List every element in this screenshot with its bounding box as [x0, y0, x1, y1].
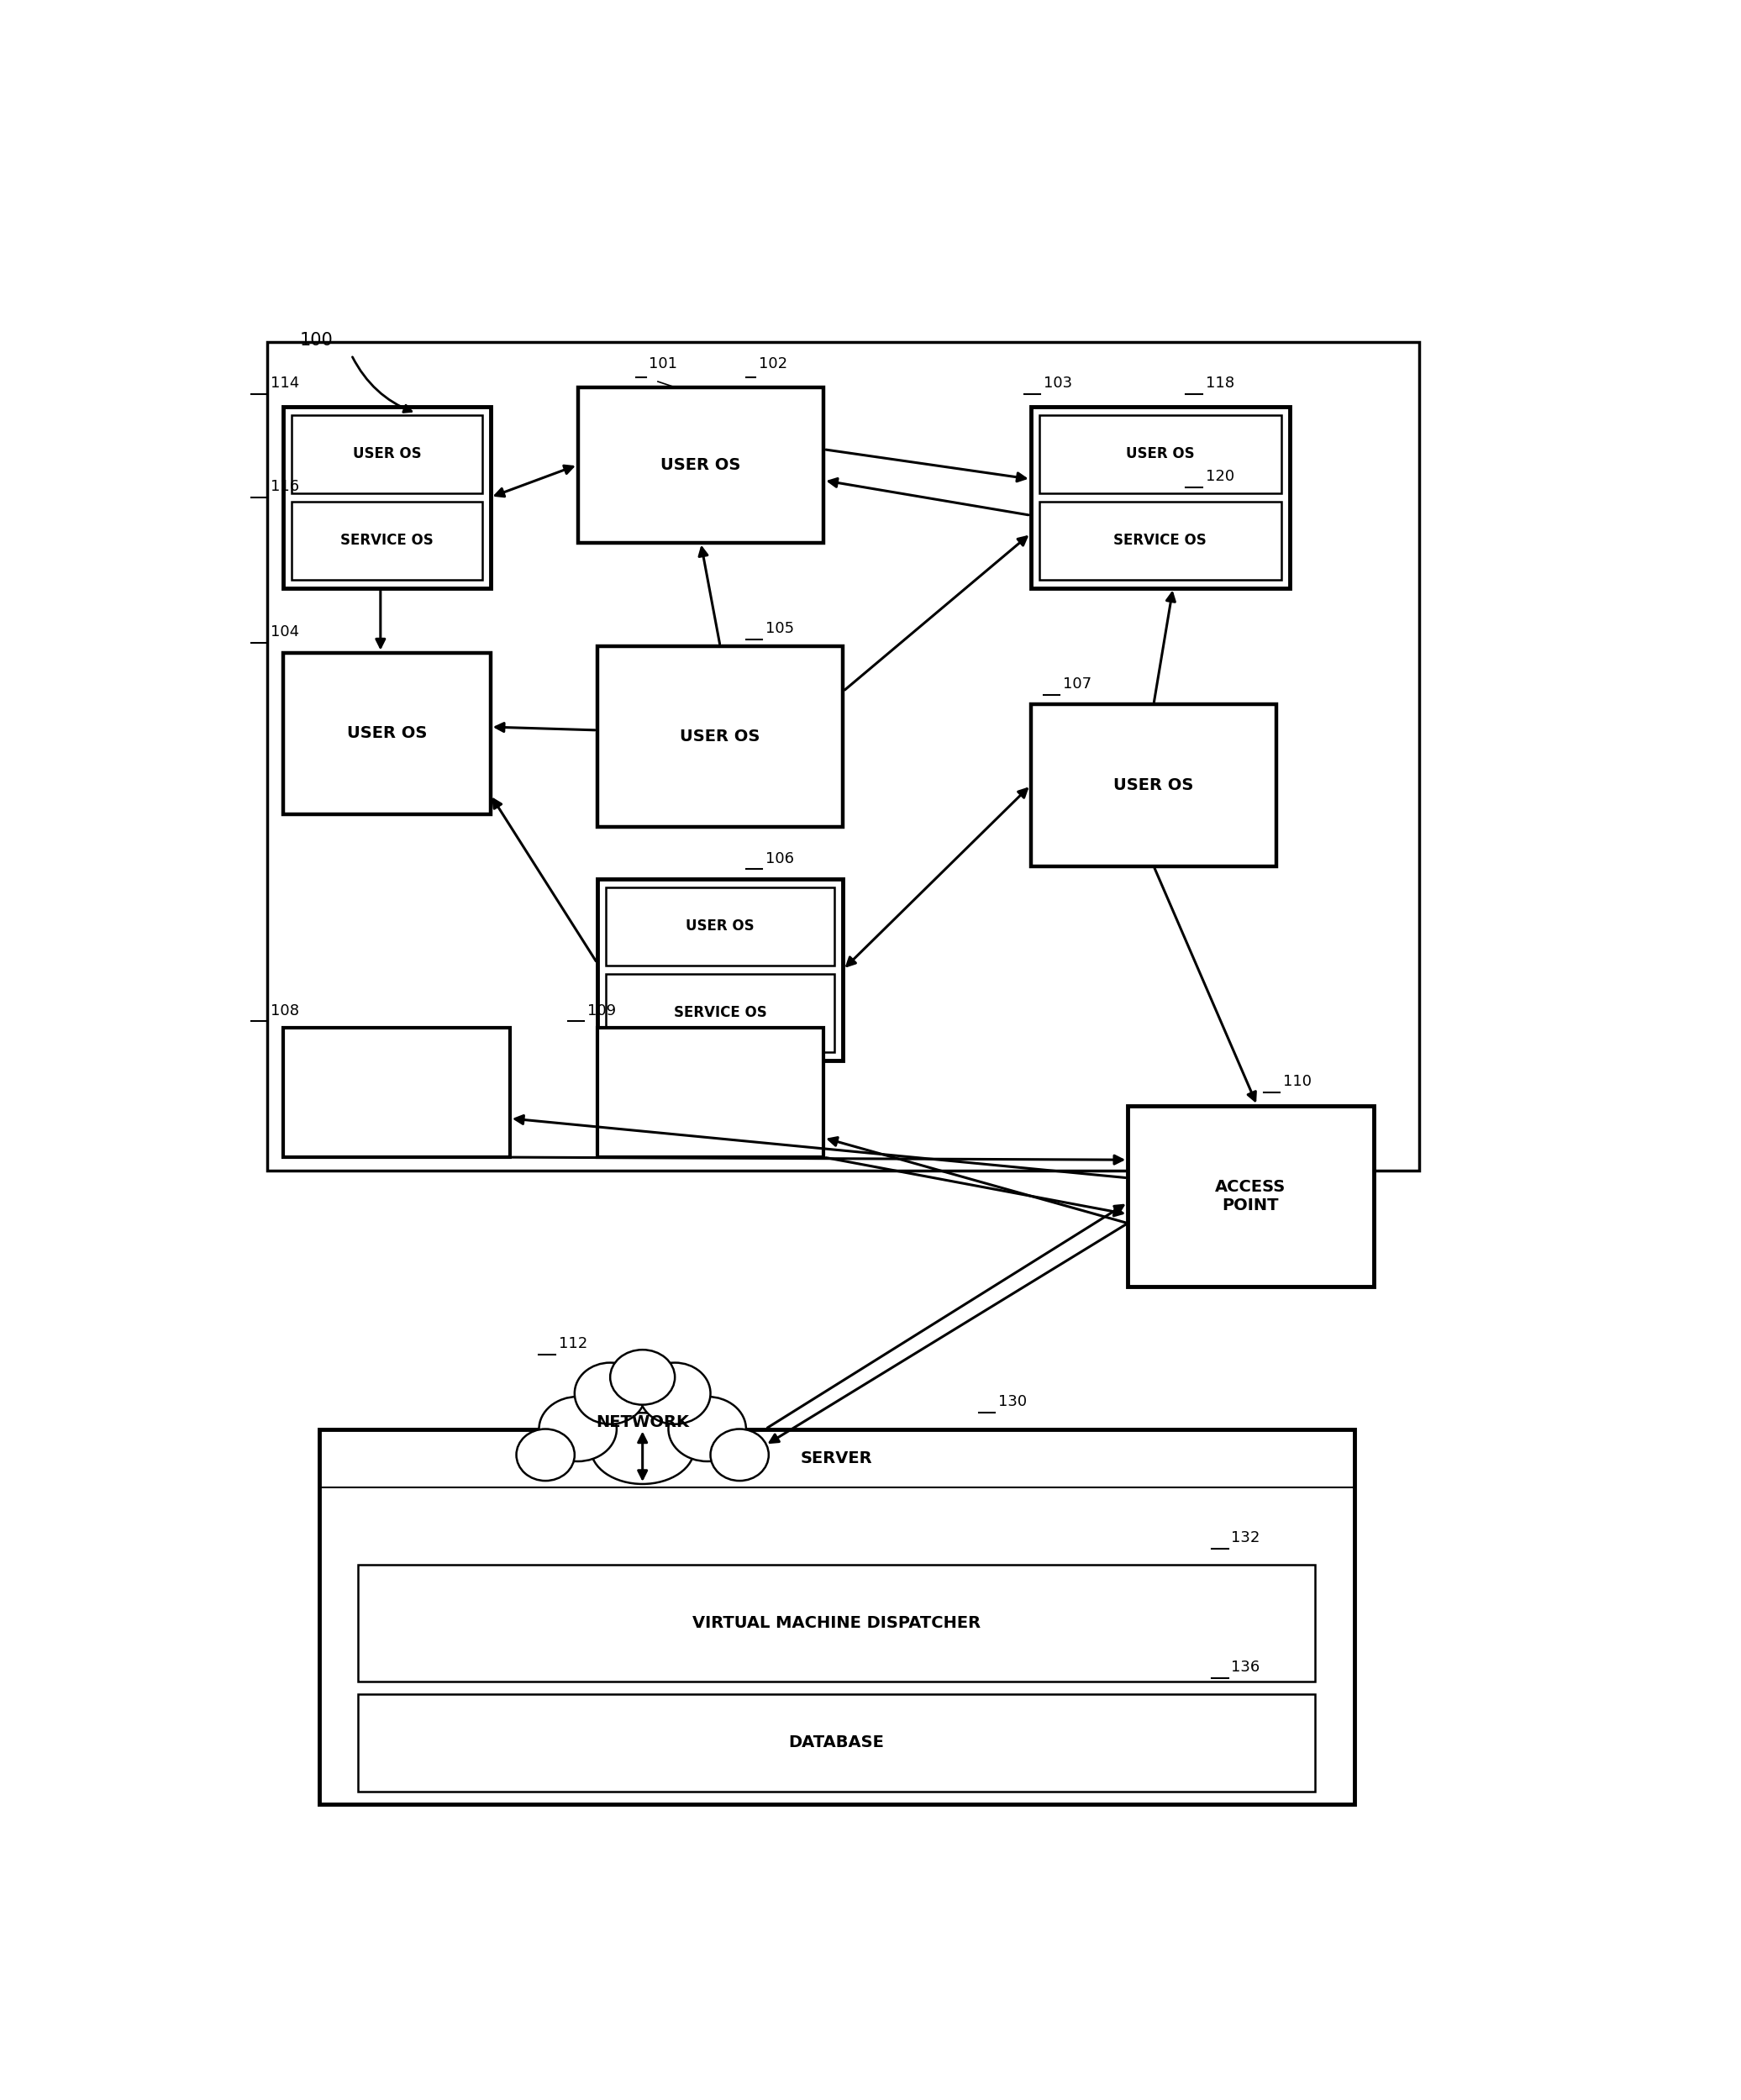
Bar	[284, 653, 491, 815]
Ellipse shape	[609, 1350, 676, 1405]
Text: 112: 112	[559, 1336, 587, 1352]
Ellipse shape	[517, 1428, 575, 1480]
Text: NETWORK: NETWORK	[595, 1415, 689, 1430]
Text: USER OS: USER OS	[353, 447, 421, 462]
Text: 104: 104	[270, 624, 299, 640]
Text: USER OS: USER OS	[1114, 777, 1194, 794]
Text: 103: 103	[1043, 376, 1072, 391]
Text: 114: 114	[270, 376, 299, 391]
Text: SERVICE OS: SERVICE OS	[674, 1006, 766, 1021]
Bar	[359, 1695, 1316, 1791]
Ellipse shape	[540, 1396, 616, 1462]
Bar	[284, 407, 491, 588]
Text: SERVER: SERVER	[801, 1451, 872, 1466]
Text: 116: 116	[270, 479, 299, 494]
Text: 118: 118	[1205, 376, 1234, 391]
Bar	[606, 974, 834, 1052]
Text: SERVICE OS: SERVICE OS	[1114, 533, 1207, 548]
Bar	[606, 888, 834, 966]
Ellipse shape	[575, 1363, 646, 1424]
Ellipse shape	[590, 1413, 695, 1485]
Bar	[292, 502, 482, 580]
Text: 105: 105	[766, 622, 794, 636]
Text: 110: 110	[1283, 1075, 1311, 1090]
Bar	[1039, 416, 1281, 494]
Bar	[1031, 704, 1276, 865]
Text: 120: 120	[1205, 468, 1234, 485]
Text: ACCESS
POINT: ACCESS POINT	[1215, 1178, 1287, 1214]
Text: USER OS: USER OS	[681, 729, 761, 746]
Text: USER OS: USER OS	[686, 920, 754, 934]
Bar	[292, 416, 482, 494]
Ellipse shape	[669, 1396, 747, 1462]
Text: USER OS: USER OS	[1126, 447, 1194, 462]
Text: 108: 108	[270, 1004, 299, 1018]
Text: 132: 132	[1231, 1531, 1260, 1546]
Text: USER OS: USER OS	[346, 724, 427, 741]
Bar	[597, 1027, 823, 1157]
Text: DATABASE: DATABASE	[789, 1735, 884, 1751]
Text: 101: 101	[649, 355, 677, 372]
Bar	[1128, 1105, 1374, 1287]
Bar	[268, 342, 1419, 1170]
Text: USER OS: USER OS	[660, 458, 742, 473]
Bar	[597, 880, 843, 1060]
Ellipse shape	[639, 1363, 710, 1424]
Bar	[1031, 407, 1290, 588]
Text: 102: 102	[759, 355, 787, 372]
Text: 109: 109	[587, 1004, 616, 1018]
Bar	[597, 647, 843, 827]
Bar	[1039, 502, 1281, 580]
Text: 107: 107	[1064, 676, 1092, 691]
Bar	[319, 1428, 1354, 1804]
Text: 130: 130	[998, 1394, 1027, 1409]
Text: 100: 100	[299, 332, 333, 349]
Text: SERVICE OS: SERVICE OS	[341, 533, 434, 548]
Bar	[359, 1564, 1316, 1682]
Bar	[284, 1027, 510, 1157]
Bar	[578, 386, 823, 542]
Text: VIRTUAL MACHINE DISPATCHER: VIRTUAL MACHINE DISPATCHER	[693, 1615, 980, 1632]
Text: 136: 136	[1231, 1659, 1260, 1676]
Text: 106: 106	[766, 850, 794, 865]
Ellipse shape	[710, 1428, 770, 1480]
